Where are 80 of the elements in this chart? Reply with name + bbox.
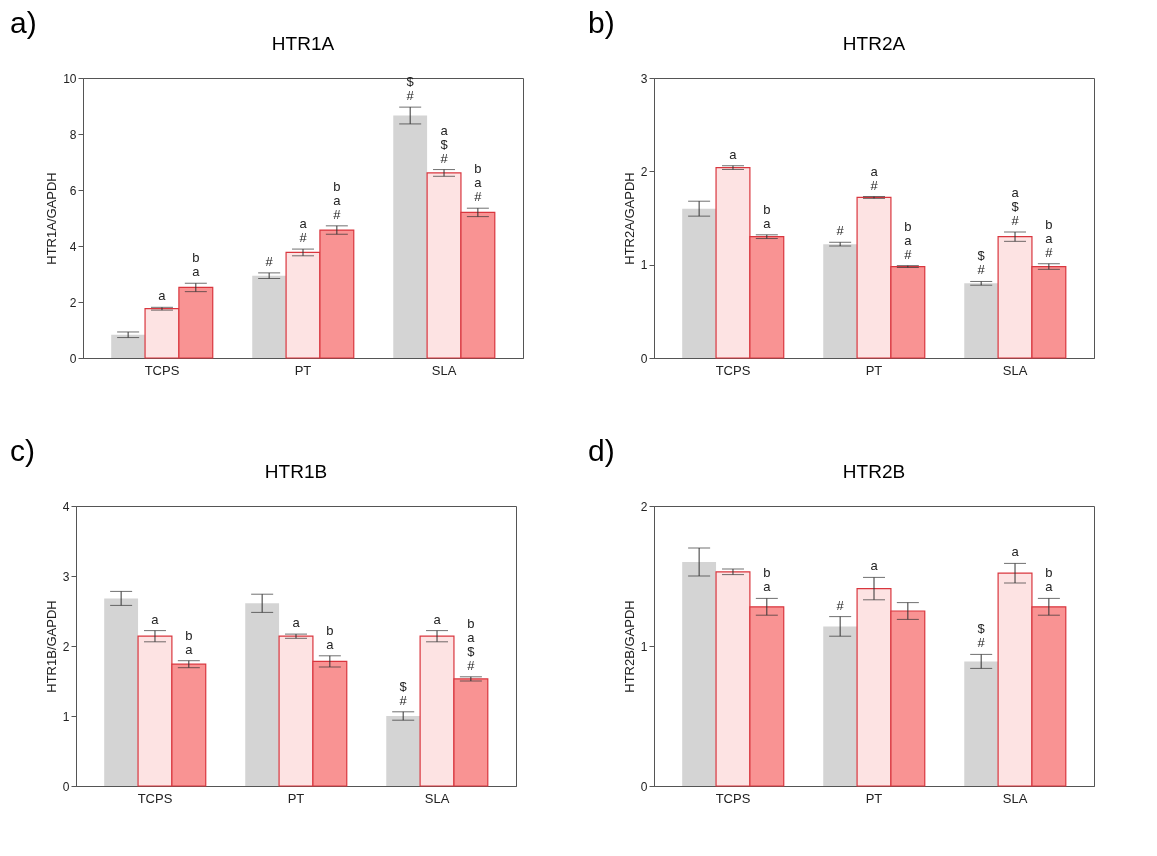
data-label: a (292, 615, 301, 631)
y-axis-title: HTR2A/GAPDH (621, 172, 637, 265)
y-tick-label: 3 (640, 71, 648, 86)
y-tick-label: 1 (640, 258, 648, 273)
y-tick-label: 4 (62, 499, 70, 514)
data-label: a # (870, 163, 879, 193)
x-tick-label: PT (865, 790, 883, 806)
data-label: b a (763, 201, 772, 231)
y-tick-label: 2 (62, 639, 70, 654)
x-tick-label: TCPS (137, 790, 173, 806)
y-tick-label: 4 (69, 239, 77, 254)
data-label: a $ # (440, 122, 449, 166)
data-label: $ # (399, 678, 408, 708)
chart-title: HTR2A (842, 33, 906, 54)
y-tick-label: 2 (69, 295, 77, 310)
y-tick-label: 1 (640, 639, 648, 654)
data-label: a (870, 558, 879, 574)
y-tick-label: 0 (640, 351, 648, 366)
data-label: b a (763, 565, 772, 595)
data-label: b a # (333, 178, 342, 222)
x-tick-label: PT (294, 362, 312, 378)
bar (393, 115, 428, 358)
chart-title: HTR1B (264, 461, 328, 482)
data-label: a $ # (1011, 185, 1020, 228)
y-axis-title: HTR1B/GAPDH (43, 600, 59, 693)
data-label: # (836, 223, 845, 239)
bar (823, 626, 858, 786)
chart-title: HTR2B (842, 461, 906, 482)
data-label: a (158, 288, 167, 304)
y-axis-title: HTR2B/GAPDH (621, 600, 637, 693)
text: c) (10, 434, 35, 468)
data-label: b a # (904, 218, 913, 262)
x-tick-label: SLA (424, 790, 450, 806)
x-tick-label: PT (287, 790, 305, 806)
y-tick-label: 2 (640, 499, 648, 514)
data-label: $ # (406, 74, 415, 104)
data-label: b a # (1045, 216, 1054, 260)
text: a) (10, 6, 37, 40)
data-label: b a (326, 622, 335, 652)
data-label: b a $ # (467, 615, 476, 673)
bar (964, 283, 999, 358)
x-tick-label: PT (865, 362, 883, 378)
y-tick-label: 8 (69, 127, 77, 142)
data-label: b a (185, 627, 194, 657)
bar (964, 661, 999, 786)
x-tick-label: SLA (431, 362, 457, 378)
y-tick-label: 6 (69, 183, 77, 198)
data-label: # (265, 253, 274, 269)
bar (682, 562, 717, 786)
x-tick-label: TCPS (144, 362, 180, 378)
y-tick-label: 2 (640, 164, 648, 179)
data-label: a (1011, 544, 1020, 560)
text: d) (588, 434, 615, 468)
bar (245, 603, 280, 786)
y-tick-label: 0 (640, 779, 648, 794)
text: b) (588, 6, 615, 40)
bar (682, 208, 717, 358)
data-label: b a (1045, 565, 1054, 595)
data-label: $ # (977, 621, 986, 651)
y-tick-label: 3 (62, 569, 70, 584)
y-tick-label: 0 (62, 779, 70, 794)
x-tick-label: SLA (1002, 790, 1028, 806)
y-tick-label: 10 (63, 71, 77, 86)
chart-title: HTR1A (271, 33, 335, 54)
y-axis-title: HTR1A/GAPDH (44, 172, 60, 265)
y-tick-label: 1 (62, 709, 70, 724)
x-tick-label: TCPS (715, 362, 751, 378)
bar (386, 716, 421, 786)
data-label: # (836, 597, 845, 613)
data-label: $ # (977, 248, 986, 278)
data-label: a (151, 611, 160, 627)
bar (104, 598, 139, 786)
y-tick-label: 0 (69, 351, 77, 366)
x-tick-label: SLA (1002, 362, 1028, 378)
x-tick-label: TCPS (715, 790, 751, 806)
data-label: b a (192, 250, 201, 280)
data-label: a (729, 146, 738, 162)
data-label: b a # (474, 161, 483, 205)
data-label: a (433, 611, 442, 627)
data-label: a # (299, 216, 308, 246)
